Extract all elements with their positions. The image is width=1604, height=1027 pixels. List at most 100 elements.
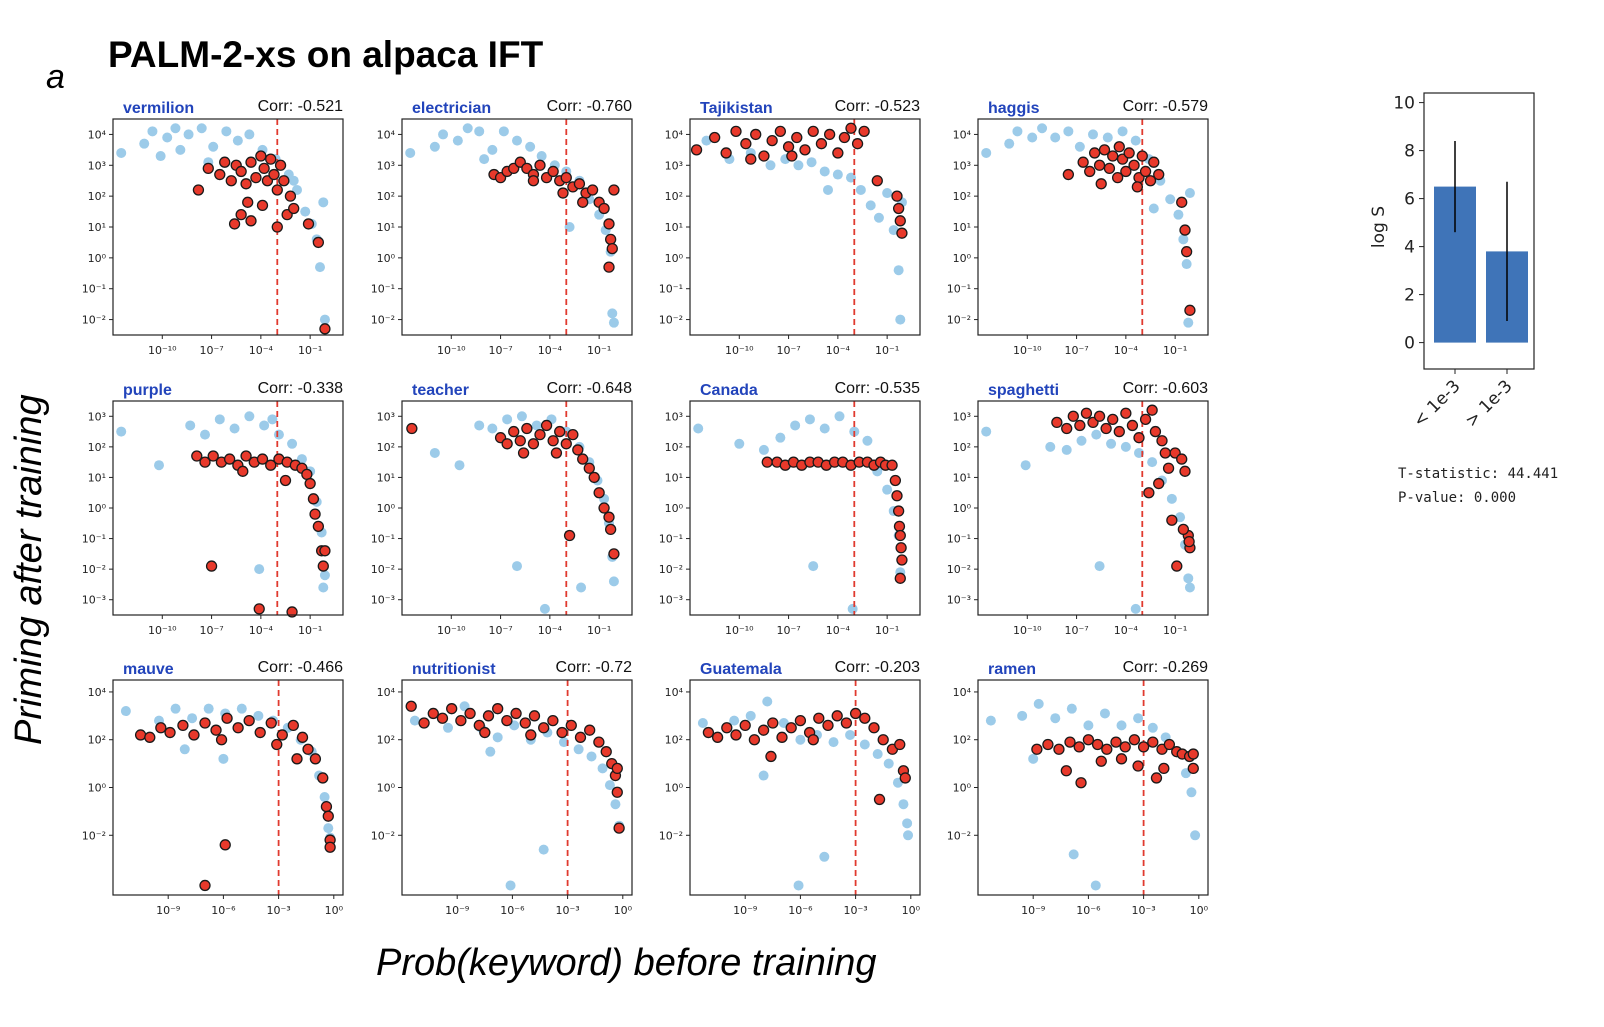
keyword-point <box>711 731 724 743</box>
keyword-point <box>276 729 288 741</box>
panel-letter: a <box>46 58 65 96</box>
keyword-point <box>144 731 156 743</box>
background-point <box>405 147 416 158</box>
plot-frame <box>977 679 1209 896</box>
x-tick-label: 10⁻³ <box>266 904 290 917</box>
y-tick-label: 10⁻² <box>947 563 971 576</box>
background-point <box>819 166 830 177</box>
background-point <box>244 129 255 140</box>
y-tick-label: 10¹ <box>665 221 683 234</box>
y-tick-label: 10⁻² <box>371 563 395 576</box>
x-tick-label: 10⁰ <box>902 904 921 917</box>
keyword-point <box>446 703 458 715</box>
keyword-point <box>583 462 595 474</box>
keyword-point <box>1075 777 1087 789</box>
background-point <box>1004 138 1015 149</box>
background-point <box>1184 188 1195 199</box>
x-tick-label: 10⁻⁶ <box>788 904 813 917</box>
y-tick-label: 10² <box>377 734 395 747</box>
x-tick-label: 10⁻⁷ <box>199 624 223 637</box>
background-point <box>793 160 804 171</box>
keyword-point <box>405 700 417 712</box>
keyword-point <box>253 603 265 615</box>
background-point <box>454 460 465 471</box>
background-point <box>1045 441 1056 452</box>
x-tick-label: 10⁻⁶ <box>1076 904 1101 917</box>
background-point <box>492 732 503 743</box>
bar-y-tick-label: 2 <box>1404 286 1415 306</box>
keyword-point <box>807 125 819 137</box>
y-tick-label: 10⁻¹ <box>947 283 971 296</box>
keyword-point <box>464 707 476 720</box>
keyword-point <box>550 447 563 459</box>
keyword-point <box>1187 762 1199 775</box>
y-tick-label: 10⁰ <box>953 782 972 795</box>
keyword-point <box>164 726 176 739</box>
scatter-panel-nutritionist: nutritionist Corr: -0.72 10⁴ 10² 10⁰ 10⁻² 10⁻⁹… <box>371 659 633 917</box>
y-tick-label: 10⁰ <box>88 252 107 265</box>
keyword-point <box>608 184 620 196</box>
background-point <box>536 151 547 162</box>
keyword-point <box>766 134 778 147</box>
keyword-point <box>1053 743 1065 755</box>
keyword-point <box>702 726 715 739</box>
background-point <box>819 423 830 434</box>
keyword-point <box>799 144 811 156</box>
keyword-point <box>593 487 605 499</box>
keyword-point <box>177 719 189 732</box>
keyword-point <box>221 712 233 724</box>
keyword-point <box>750 128 762 141</box>
background-point <box>1061 444 1072 455</box>
keyword-point <box>1061 422 1073 435</box>
background-point <box>116 426 127 437</box>
keyword-point <box>1074 419 1086 432</box>
keyword-point <box>891 190 903 202</box>
keyword-point <box>508 425 520 438</box>
keyword-point <box>1179 224 1191 236</box>
keyword-point <box>199 879 211 892</box>
keyword-point <box>613 822 625 834</box>
keyword-point <box>822 719 834 732</box>
y-tick-label: 10⁻³ <box>947 594 971 607</box>
keyword-point <box>547 435 559 447</box>
background-point <box>1183 573 1194 584</box>
keyword-point <box>823 128 836 141</box>
x-tick-label: 10⁻¹⁰ <box>437 624 466 637</box>
background-point <box>828 737 839 748</box>
correlation-label: Corr: -0.648 <box>547 380 632 397</box>
background-point <box>762 696 773 707</box>
y-tick-label: 10⁴ <box>377 686 396 699</box>
bar-y-tick-label: 0 <box>1404 334 1415 354</box>
background-point <box>539 603 550 614</box>
keyword-point <box>322 810 334 822</box>
background-point <box>175 144 186 155</box>
keyword-point <box>593 736 605 748</box>
background-point <box>315 262 325 273</box>
keyword-point <box>288 202 300 215</box>
background-point <box>819 851 830 862</box>
keyword-point <box>287 719 299 732</box>
background-point <box>319 792 330 803</box>
keyword-point <box>317 772 329 784</box>
keyword-point <box>1139 413 1152 425</box>
keyword-point <box>1184 304 1196 316</box>
background-point <box>1148 203 1159 214</box>
keyword-point <box>271 184 283 196</box>
keyword-point <box>1148 156 1160 168</box>
x-tick-label: 10⁻¹⁰ <box>725 344 754 357</box>
keyword-point <box>606 242 618 255</box>
keyword-point <box>603 511 615 523</box>
background-point <box>832 169 843 180</box>
correlation-label: Corr: -0.72 <box>556 659 633 676</box>
keyword-point <box>871 175 883 187</box>
background-point <box>512 135 522 146</box>
keyword-point <box>896 227 908 239</box>
keyword-point <box>501 714 513 727</box>
background-point <box>147 126 158 137</box>
x-tick-label: 10⁻³ <box>843 904 867 917</box>
keyword-point <box>547 165 559 178</box>
keyword-point <box>1126 419 1139 432</box>
x-tick-label: 10⁻⁴ <box>249 624 274 637</box>
x-tick-label: 10⁻⁴ <box>1114 624 1139 637</box>
y-tick-label: 10⁰ <box>377 502 396 515</box>
